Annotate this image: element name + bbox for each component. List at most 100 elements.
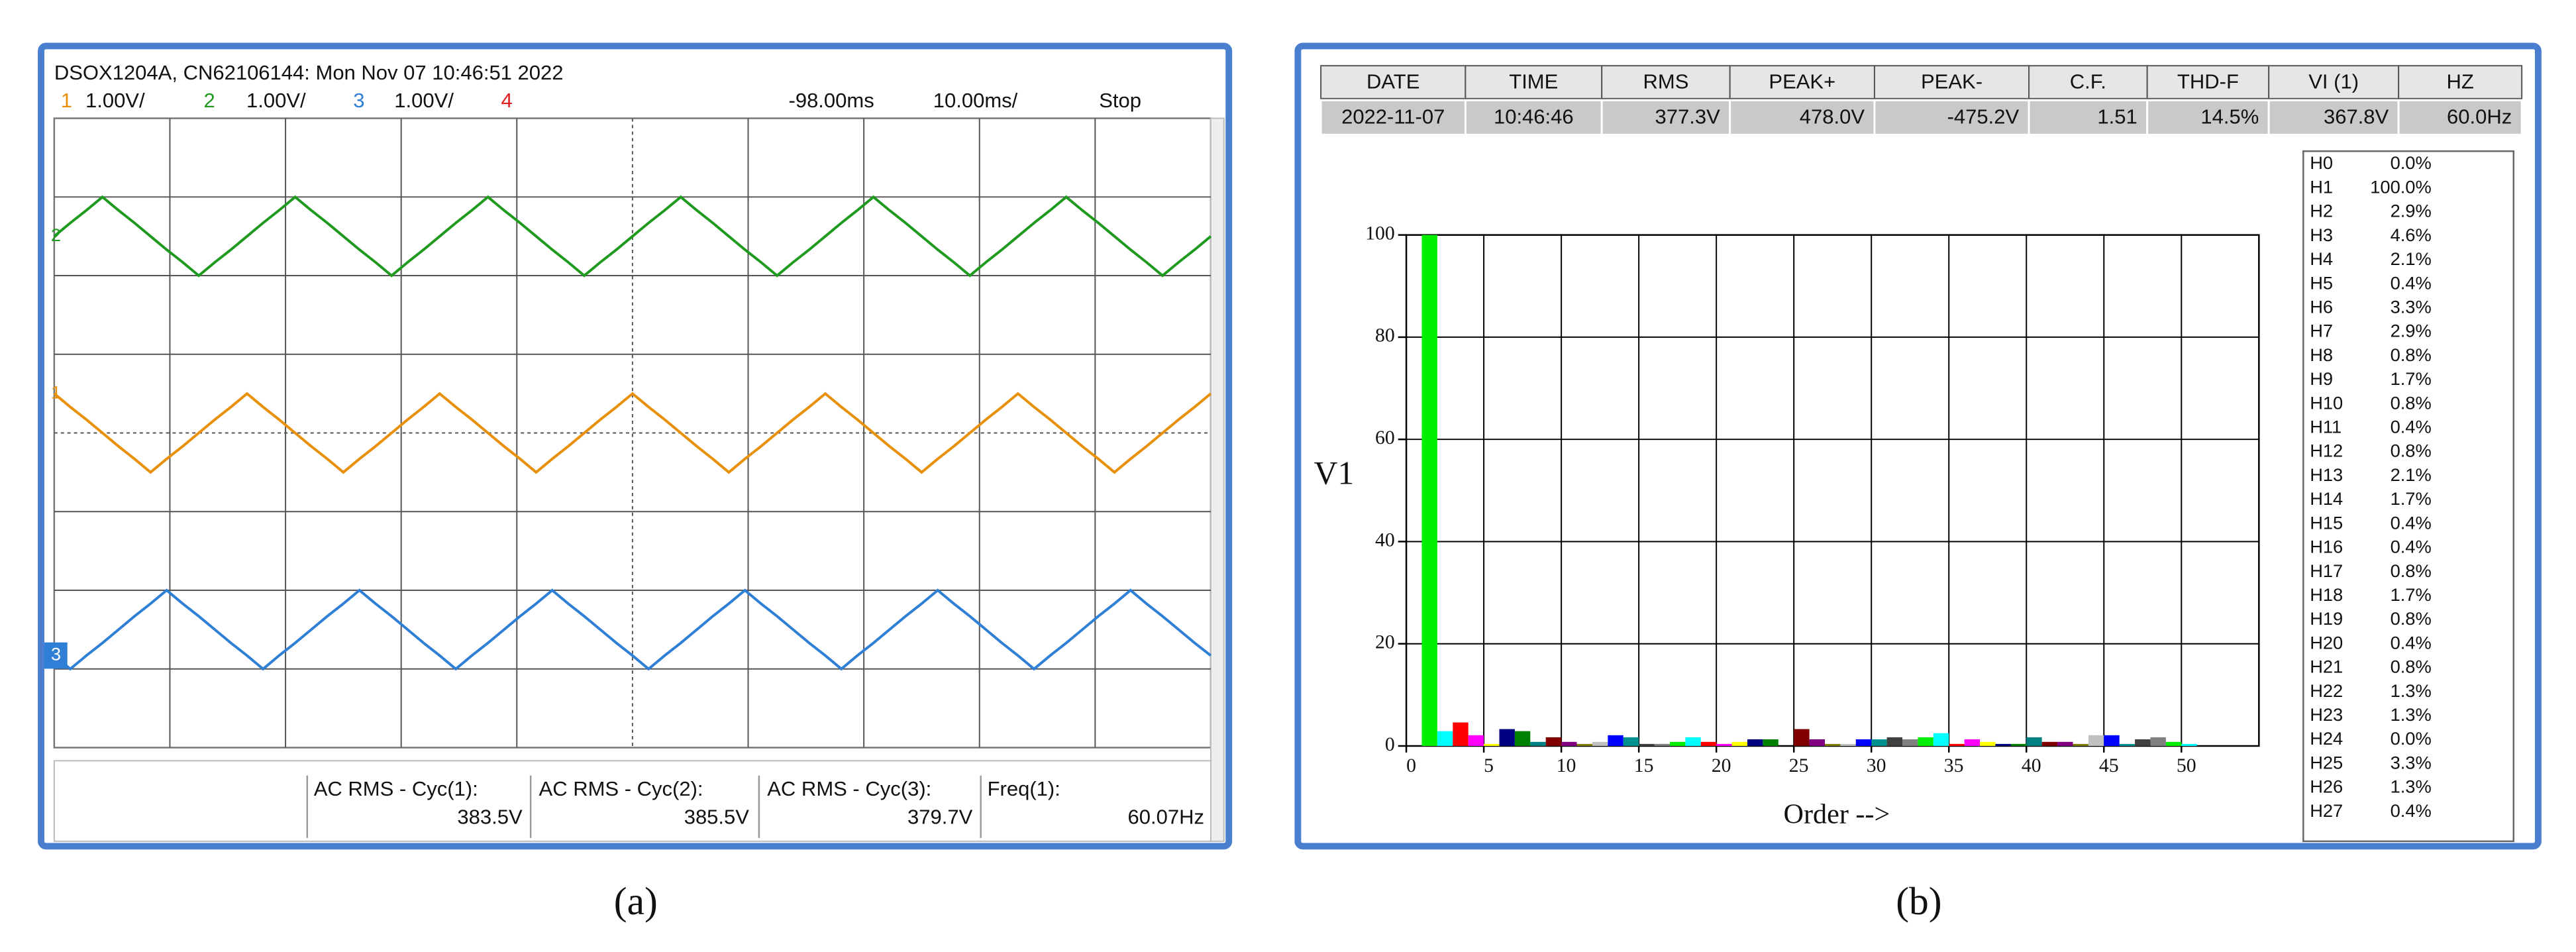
bar xyxy=(1654,743,1670,746)
x-axis-title: Order --> xyxy=(1784,798,1890,829)
bar xyxy=(1700,741,1717,746)
table-value: 377.3V xyxy=(1655,105,1721,129)
run-status: Stop xyxy=(1099,89,1141,112)
bar xyxy=(2150,737,2166,746)
bar xyxy=(1918,737,1933,746)
scope-header: DSOX1204A, CN62106144: Mon Nov 07 10:46:… xyxy=(54,61,564,84)
bar xyxy=(1421,235,1437,746)
harmonic-percent: 1.7% xyxy=(2391,488,2432,509)
y-tick-label: 80 xyxy=(1375,325,1395,346)
bar xyxy=(1933,733,1949,746)
table-cell xyxy=(1600,99,1731,136)
harmonic-percent: 0.4% xyxy=(2391,537,2432,557)
caption: (a) xyxy=(614,879,658,923)
bar xyxy=(1685,737,1701,746)
harmonic-percent: 0.4% xyxy=(2391,272,2432,293)
harmonic-percent: 100.0% xyxy=(2370,176,2431,197)
bar xyxy=(2088,735,2104,746)
delay: -98.00ms xyxy=(789,89,874,112)
x-tick-label: 40 xyxy=(2022,755,2041,776)
harmonic-percent: 0.4% xyxy=(2391,417,2432,437)
table-header: PEAK+ xyxy=(1769,70,1835,93)
harmonic-order: H5 xyxy=(2310,272,2333,293)
table-value: 2022-11-07 xyxy=(1341,105,1445,129)
bar xyxy=(1731,741,1747,746)
bar xyxy=(2057,741,2073,746)
bar xyxy=(1514,731,1531,746)
harmonic-percent: 0.8% xyxy=(2391,657,2432,677)
harmonic-order: H25 xyxy=(2310,752,2343,772)
scope-side-bar xyxy=(1210,117,1225,842)
bar xyxy=(1499,729,1515,746)
bar xyxy=(2165,741,2182,746)
harmonic-order: H10 xyxy=(2310,392,2343,413)
table-value: 1.51 xyxy=(2097,105,2137,129)
bar xyxy=(1995,743,2011,746)
table-header: TIME xyxy=(1509,70,1558,93)
harmonic-order: H9 xyxy=(2310,368,2333,389)
table-value: 478.0V xyxy=(1800,105,1865,129)
bar xyxy=(2041,741,2058,746)
bar xyxy=(1484,743,1500,746)
harmonic-percent: 2.1% xyxy=(2391,248,2432,269)
harmonic-percent: 0.4% xyxy=(2391,800,2432,821)
y-tick-label: 60 xyxy=(1375,427,1395,449)
measurement-value: 385.5V xyxy=(684,805,750,828)
harmonic-percent: 3.3% xyxy=(2391,296,2432,317)
channel-marker-bg xyxy=(44,642,68,669)
harmonic-order: H21 xyxy=(2310,657,2343,677)
measurement-name: AC RMS - Cyc(3): xyxy=(767,777,931,800)
harmonic-order: H13 xyxy=(2310,464,2343,485)
measurement-area xyxy=(53,760,1211,842)
bar xyxy=(1886,737,1903,746)
harmonic-percent: 0.8% xyxy=(2391,392,2432,413)
measurement-value: 60.07Hz xyxy=(1128,805,1204,828)
harmonic-order: H0 xyxy=(2310,152,2333,173)
table-header-cell xyxy=(2398,65,2523,99)
bar xyxy=(1809,739,1825,746)
measurement-name: AC RMS - Cyc(2): xyxy=(539,777,703,800)
x-tick-label: 20 xyxy=(1712,755,1731,776)
waveform xyxy=(53,588,1212,671)
table-header: HZ xyxy=(2446,70,2473,93)
table-value: 60.0Hz xyxy=(2447,105,2512,129)
table-value: -475.2V xyxy=(1947,105,2020,129)
harmonic-percent: 2.9% xyxy=(2391,201,2432,221)
table-header: C.F. xyxy=(2070,70,2106,93)
bar xyxy=(2073,743,2088,746)
bar xyxy=(1623,737,1639,746)
channel-marker: 3 xyxy=(51,644,61,664)
bar xyxy=(2135,739,2151,746)
harmonic-order: H14 xyxy=(2310,488,2343,509)
harmonic-percent: 0.8% xyxy=(2391,344,2432,365)
bar xyxy=(1437,731,1453,746)
bar xyxy=(1871,739,1887,746)
harmonic-percent: 1.3% xyxy=(2391,704,2432,725)
measurement-value: 383.5V xyxy=(457,805,523,828)
harmonic-order: H27 xyxy=(2310,800,2343,821)
table-cell xyxy=(1729,99,1876,136)
harmonic-order: H12 xyxy=(2310,441,2343,461)
x-tick-label: 0 xyxy=(1406,755,1416,776)
channel-number: 1 xyxy=(61,89,72,112)
plot-frame xyxy=(1405,234,2260,747)
harmonic-order: H20 xyxy=(2310,632,2343,653)
y-tick-label: 20 xyxy=(1375,631,1395,653)
harmonic-order: H1 xyxy=(2310,176,2333,197)
bar xyxy=(2104,735,2120,746)
y-tick-label: 40 xyxy=(1375,529,1395,551)
harmonic-order: H2 xyxy=(2310,201,2333,221)
bar xyxy=(1530,741,1546,746)
harmonic-order: H6 xyxy=(2310,296,2333,317)
x-tick-label: 15 xyxy=(1634,755,1654,776)
table-header: PEAK- xyxy=(1921,70,1983,93)
table-header: DATE xyxy=(1366,70,1419,93)
measurement-name: Freq(1): xyxy=(988,777,1060,800)
bar xyxy=(1980,741,1996,746)
table-cell xyxy=(2397,99,2523,136)
y-axis-title: V1 xyxy=(1314,455,1355,492)
table-header-cell xyxy=(1873,65,2030,99)
bar xyxy=(1855,739,1872,746)
harmonic-percent: 1.7% xyxy=(2391,584,2432,605)
